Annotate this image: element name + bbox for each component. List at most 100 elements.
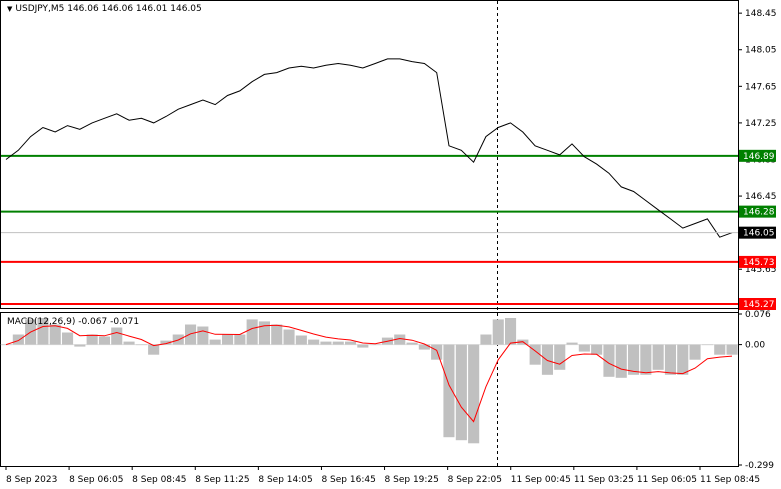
macd-bar (111, 327, 123, 345)
price-series-line (5, 58, 733, 238)
macd-bar (332, 341, 344, 345)
price-tick-label: 146.45 (745, 192, 777, 202)
macd-bar (369, 344, 381, 346)
macd-bar (148, 344, 160, 355)
time-tick-label: 8 Sep 06:05 (69, 475, 123, 485)
level-label: 145.73 (743, 258, 775, 268)
macd-bar (123, 341, 135, 345)
level-label-box (739, 149, 776, 162)
macd-bar (615, 344, 627, 378)
macd-bar (185, 324, 197, 345)
macd-bar (431, 344, 443, 360)
macd-bar (98, 336, 110, 345)
macd-bar (394, 334, 406, 345)
level-label: 146.89 (743, 152, 775, 162)
time-tick-label: 8 Sep 2023 (6, 475, 57, 485)
macd-histogram (0, 318, 738, 444)
macd-bar (357, 344, 369, 348)
macd-bar (443, 344, 455, 438)
macd-bar (652, 344, 664, 370)
price-tick-label: 147.65 (745, 82, 777, 92)
time-tick-label: 8 Sep 08:45 (132, 475, 186, 485)
macd-bar (160, 340, 172, 345)
macd-tick-label: 0.076 (745, 310, 771, 320)
current-price-box (739, 226, 776, 239)
macd-bar (554, 344, 566, 370)
price-tick-label: 148.05 (745, 46, 777, 56)
macd-bar (505, 318, 517, 345)
macd-bar (308, 339, 320, 345)
macd-bar (0, 344, 12, 346)
macd-bar (49, 324, 61, 345)
time-axis: 8 Sep 2023 8 Sep 06:05 8 Sep 08:45 8 Sep 11… (5, 466, 760, 485)
macd-bar (480, 334, 492, 345)
time-tick-label: 8 Sep 19:25 (385, 475, 439, 485)
time-tick-label: 8 Sep 16:45 (321, 475, 375, 485)
macd-bar (492, 319, 504, 345)
macd-bar (271, 324, 283, 345)
macd-bar (345, 341, 357, 345)
macd-bar (74, 344, 86, 347)
macd-bar (37, 318, 49, 345)
time-tick-label: 11 Sep 03:25 (574, 475, 634, 485)
macd-bar (701, 344, 713, 346)
macd-bar (320, 341, 332, 345)
macd-bar (677, 344, 689, 375)
time-tick-label: 8 Sep 22:05 (448, 475, 502, 485)
symbol-info-bar: ▼ USDJPY,M5 146.06 146.06 146.01 146.05 (7, 4, 202, 14)
symbol-info-text: USDJPY,M5 146.06 146.06 146.01 146.05 (15, 4, 202, 14)
macd-bar (566, 342, 578, 345)
level-label-box (739, 255, 776, 268)
current-price-label: 146.05 (743, 229, 775, 239)
level-label-box (739, 205, 776, 218)
macd-bar (591, 344, 603, 355)
price-tick-label: 147.25 (745, 119, 777, 129)
macd-info-bar: MACD(12,26,9) -0.067 -0.071 (7, 317, 139, 327)
macd-bar (246, 319, 258, 345)
macd-bar (135, 344, 147, 346)
time-tick-label: 8 Sep 14:05 (258, 475, 312, 485)
triangle-down-icon[interactable]: ▼ (7, 5, 13, 13)
macd-bar (541, 344, 553, 375)
macd-bar (628, 344, 640, 375)
support-resistance-levels: 146.89 146.28 145.73 145.27 (1, 149, 776, 310)
macd-bar (418, 344, 430, 350)
price-tick-label: 148.45 (745, 9, 777, 19)
macd-bar (406, 342, 418, 345)
macd-bar (578, 344, 590, 352)
macd-bar (714, 344, 726, 355)
macd-signal-line (5, 324, 733, 423)
macd-bar (86, 334, 98, 345)
macd-bar (209, 339, 221, 345)
time-tick-label: 11 Sep 00:45 (511, 475, 571, 485)
macd-bar (197, 326, 209, 345)
level-label: 145.27 (743, 300, 775, 310)
macd-bar (689, 344, 701, 360)
macd-info-text: MACD(12,26,9) -0.067 -0.071 (7, 317, 140, 327)
macd-bar (468, 344, 480, 444)
macd-tick-label: 0.00 (745, 341, 765, 351)
time-tick-label: 8 Sep 11:25 (195, 475, 249, 485)
macd-bar (455, 344, 467, 441)
current-price-marker: 146.05 (1, 226, 776, 239)
macd-bar (529, 344, 541, 365)
macd-bar (603, 344, 615, 377)
macd-bar (640, 344, 652, 375)
time-tick-label: 11 Sep 08:45 (700, 475, 760, 485)
macd-axis: 0.076 0.00 -0.299 (738, 310, 774, 471)
macd-bar (222, 334, 234, 345)
macd-bar (258, 321, 270, 345)
level-label-box (739, 298, 776, 310)
macd-bar (12, 334, 24, 345)
macd-tick-label: -0.299 (745, 461, 774, 471)
time-tick-label: 11 Sep 06:05 (637, 475, 697, 485)
macd-bar (62, 332, 74, 345)
macd-bar (295, 335, 307, 345)
level-label: 146.28 (743, 208, 775, 218)
price-tick-label: 145.65 (745, 265, 777, 275)
macd-bar (726, 344, 738, 355)
macd-bar (283, 329, 295, 345)
macd-bar (234, 334, 246, 345)
macd-bar (664, 344, 676, 375)
